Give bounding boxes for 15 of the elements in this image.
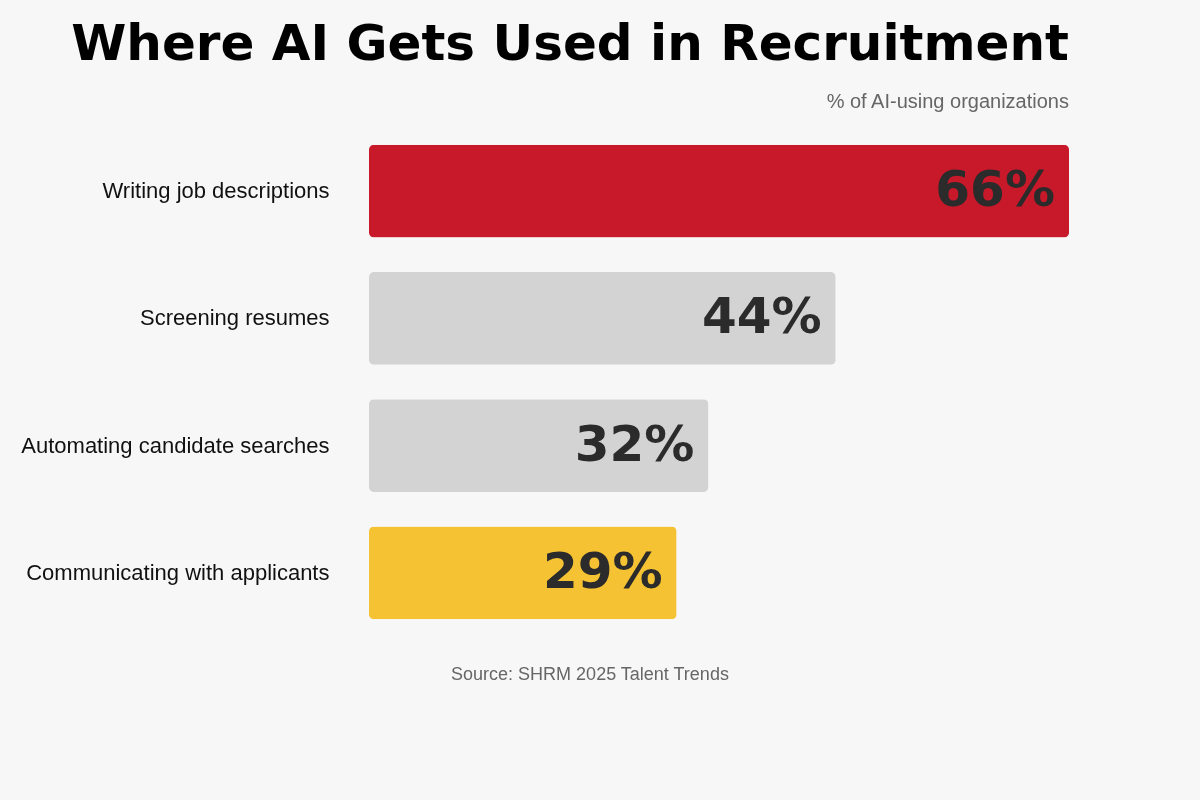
data-label: 29% — [542, 541, 663, 600]
y-tick-label: Writing job descriptions — [102, 178, 330, 204]
chart-subtitle: % of AI-using organizations — [826, 90, 1069, 112]
source-note: Source: SHRM 2025 Talent Trends — [450, 664, 730, 685]
y-tick-label: Communicating with applicants — [26, 559, 330, 585]
y-tick-label: Screening resumes — [139, 305, 330, 331]
y-tick-label: Automating candidate searches — [21, 432, 330, 458]
bar — [369, 399, 709, 493]
bar — [369, 144, 1069, 238]
data-label: 44% — [701, 287, 822, 346]
bar — [369, 526, 677, 620]
bar — [369, 271, 836, 365]
data-label: 32% — [574, 414, 695, 473]
chart-title: Where AI Gets Used in Recruitment — [71, 14, 1069, 72]
data-label: 66% — [935, 160, 1055, 219]
